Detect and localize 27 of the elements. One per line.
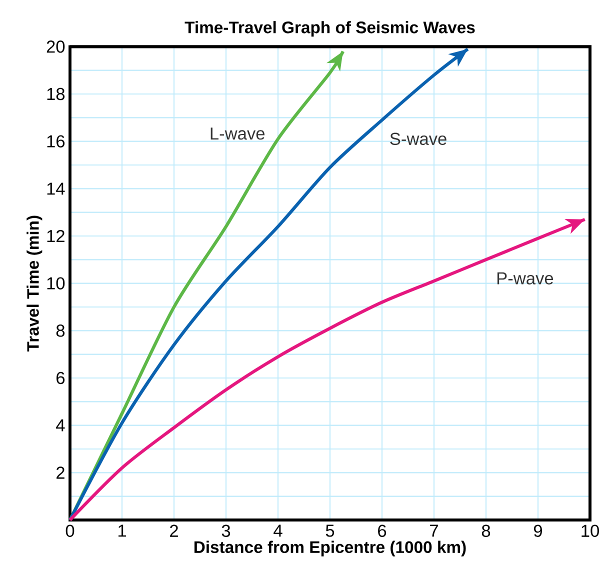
y-tick-label: 18 xyxy=(47,88,65,100)
y-tick-label: 12 xyxy=(47,230,64,242)
y-tick-label: 8 xyxy=(56,324,65,337)
x-tick-label: 4 xyxy=(274,524,282,537)
series-label: P-wave xyxy=(497,272,554,284)
x-tick-label: 6 xyxy=(378,524,386,537)
y-tick-label: 6 xyxy=(56,372,65,384)
x-tick-label: 7 xyxy=(430,524,438,537)
x-tick-label: 0 xyxy=(66,524,74,537)
x-tick-label: 2 xyxy=(170,524,178,537)
y-tick-label: 10 xyxy=(47,277,65,290)
y-tick-label: 20 xyxy=(46,40,65,53)
y-tick-label: 2 xyxy=(56,466,64,479)
y-tick-label: 16 xyxy=(47,135,65,148)
y-tick-label: 4 xyxy=(56,419,65,432)
chart-title: Time-Travel Graph of Seismic Waves xyxy=(184,21,475,37)
series-label: L-wave xyxy=(210,128,265,140)
x-tick-label: 9 xyxy=(534,524,542,537)
x-tick-label: 8 xyxy=(482,524,490,537)
x-tick-label: 3 xyxy=(222,524,230,537)
x-tick-label: 10 xyxy=(582,524,599,537)
x-tick-label: 1 xyxy=(118,524,126,537)
y-tick-label: 14 xyxy=(47,182,65,195)
x-tick-label: 5 xyxy=(326,524,334,537)
x-axis-title: Distance from Epicentre (1000 km) xyxy=(194,540,466,556)
series-label: S-wave xyxy=(390,132,446,146)
y-axis-title: Travel Time (min) xyxy=(26,216,42,352)
